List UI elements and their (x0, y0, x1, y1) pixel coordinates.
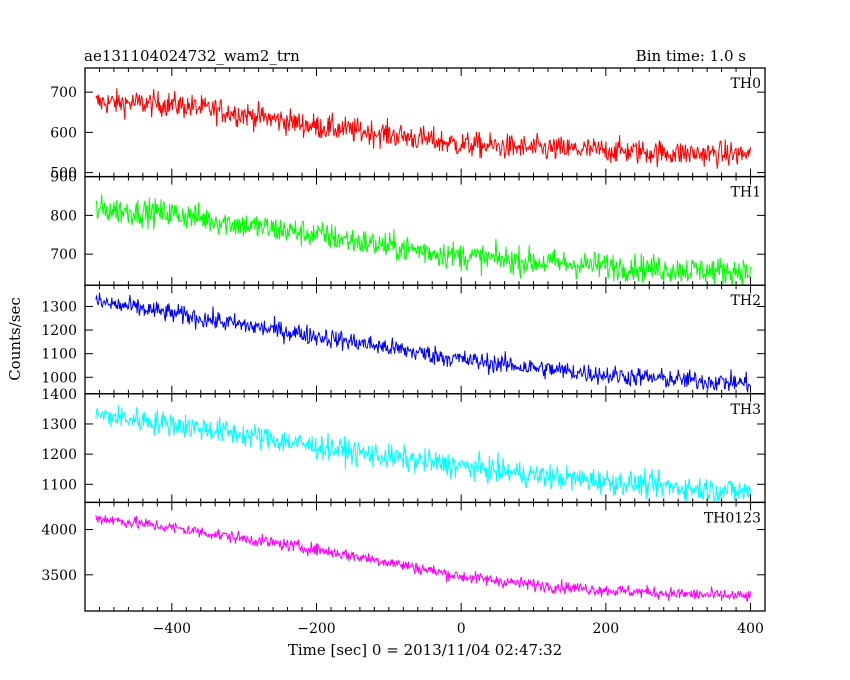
y-tick-label: 600 (50, 125, 77, 141)
panel-frame (84, 175, 766, 286)
panel-name-label: TH3 (731, 402, 761, 418)
y-tick-label: 800 (50, 208, 77, 224)
y-tick-label: 3500 (41, 568, 77, 584)
panel-name-label: TH1 (731, 185, 761, 201)
x-tick-label: −200 (297, 621, 335, 637)
y-tick-label: 1300 (41, 299, 77, 315)
series-line-th1 (95, 194, 751, 286)
y-tick-label: 1400 (41, 387, 77, 403)
panel-th3: 1400 1300 1200 1100 TH3 (41, 387, 766, 504)
panel-th1: 900 800 700 TH1 (50, 170, 766, 286)
panel-frame (84, 67, 766, 178)
x-tick-label: −400 (153, 621, 191, 637)
panel-th2: 1300 1200 1100 1000 TH2 (41, 284, 766, 395)
y-tick-label: 1200 (41, 323, 77, 339)
panels-group: 700 600 500 TH0 900 800 700 TH1 1300 1200 1100 1000… (41, 67, 766, 637)
chart-title: ae131104024732_wam2_trn (84, 47, 300, 65)
y-tick-label: 1100 (41, 347, 77, 363)
panel-name-label: TH0123 (704, 510, 761, 526)
series-line-th0 (95, 88, 751, 169)
panel-th0: 700 600 500 TH0 (50, 67, 766, 182)
x-tick-label: 200 (592, 621, 619, 637)
y-tick-label: 1300 (41, 417, 77, 433)
x-tick-label: 400 (737, 621, 764, 637)
y-axis-label: Counts/sec (6, 297, 24, 381)
y-tick-label: 1200 (41, 447, 77, 463)
panel-frame (84, 501, 766, 612)
y-tick-label: 900 (50, 170, 77, 186)
bin-time-label: Bin time: 1.0 s (636, 47, 746, 65)
y-tick-label: 1100 (41, 477, 77, 493)
series-line-th0123 (95, 515, 751, 602)
x-tick-label: 0 (457, 621, 466, 637)
y-tick-label: 500 (50, 166, 77, 182)
x-axis-label: Time [sec] 0 = 2013/11/04 02:47:32 (288, 641, 562, 659)
series-line-th3 (95, 404, 751, 503)
y-tick-label: 4000 (41, 523, 77, 539)
series-line-th2 (95, 292, 751, 393)
y-tick-label: 700 (50, 85, 77, 101)
panel-th0123: 4000 3500 TH0123 (41, 501, 766, 612)
y-tick-label: 700 (50, 247, 77, 263)
panel-name-label: TH2 (731, 293, 761, 309)
y-tick-label: 1000 (41, 370, 77, 386)
panel-name-label: TH0 (731, 76, 761, 92)
